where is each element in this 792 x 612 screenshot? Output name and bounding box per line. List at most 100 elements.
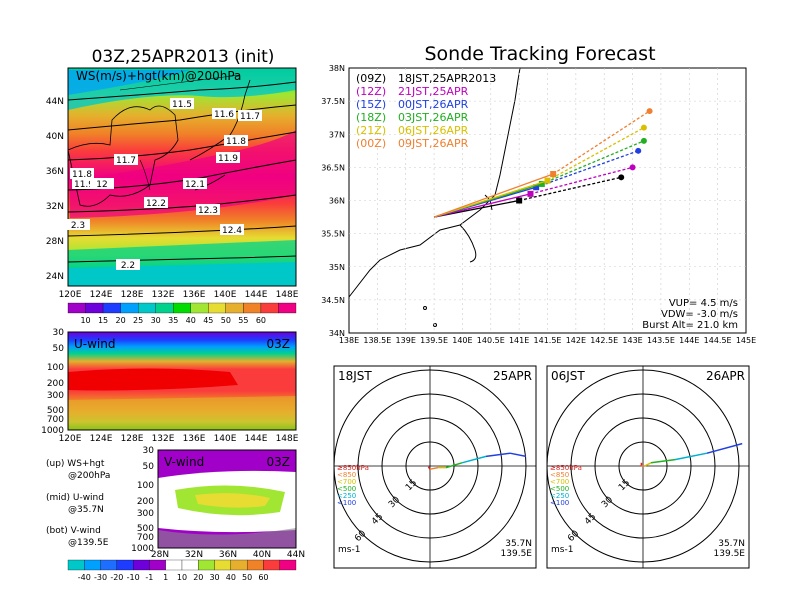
u-p-tick: 50 — [53, 344, 65, 354]
hodo-level: <100 — [337, 499, 356, 507]
legend-jst: 03JST,26APR — [398, 111, 469, 124]
v-cbar-label: -20 — [110, 573, 123, 582]
track-lat-tick: 35.5N — [321, 230, 345, 239]
track-lat-tick: 38N — [329, 64, 345, 73]
v-cbar-cell — [67, 559, 85, 571]
hgt-label: 12.3 — [198, 206, 218, 216]
legend-line: (mid) U-wind — [46, 493, 104, 503]
v-cbar-cell — [181, 559, 199, 571]
landing-marker — [646, 108, 653, 115]
v-lat-tick: 32N — [185, 550, 203, 560]
burst-marker — [550, 171, 557, 177]
lon-tick: 128E — [121, 290, 144, 300]
hodo-date: 25APR — [493, 369, 532, 383]
legend-zulu: (21Z) — [356, 124, 386, 137]
hgt-label: 12.2 — [146, 199, 166, 209]
track-lat-tick: 37N — [329, 130, 345, 139]
lon-tick: 120E — [59, 290, 82, 300]
legend-line: (bot) V-wind — [46, 526, 101, 536]
v-cbar-label: -10 — [127, 573, 140, 582]
lon-tick: 132E — [152, 290, 175, 300]
hodo-level: <500 — [550, 485, 569, 493]
track-lat-tick: 36N — [329, 197, 345, 206]
legend-zulu: (09Z) — [356, 72, 386, 85]
track-lon-tick: 140.5E — [477, 336, 505, 345]
track-lon-tick: 138E — [339, 336, 359, 345]
hgt-label-bg — [212, 108, 236, 119]
lon-tick: 136E — [183, 290, 206, 300]
burst-marker — [516, 197, 523, 204]
u-lon-tick: 144E — [245, 434, 268, 444]
ws-colorbar: 10 15 20 25 30 35 40 45 50 55 60 — [67, 302, 297, 325]
hodo-level: <850 — [550, 471, 569, 479]
ws-cbar-cell — [67, 302, 86, 314]
v-p-tick: 700 — [137, 533, 154, 543]
hodo-level: ≥850hPa — [550, 464, 582, 472]
ws-cbar-cell — [208, 302, 226, 314]
v-cbar-cell — [132, 559, 150, 571]
u-lon-tick: 128E — [121, 434, 144, 444]
hodo-segment — [427, 466, 431, 470]
track-lat-tick: 35N — [329, 263, 345, 272]
vwind-lat-ticks: 28N 32N 36N 40N 44N — [151, 550, 305, 560]
left-lat-ticks: 44N 40N 36N 32N 28N 24N — [46, 97, 64, 282]
track-param: Burst Alt= 21.0 km — [642, 320, 738, 331]
hodo-units: ms-1 — [338, 545, 360, 555]
hodo-time: 18JST — [338, 369, 372, 383]
hodo-segment — [674, 452, 708, 461]
ws-cbar-cell — [173, 302, 191, 314]
v-p-tick: 50 — [143, 462, 155, 472]
hgt-label-bg — [70, 168, 94, 179]
track-param: VDW= -3.0 m/s — [661, 309, 738, 320]
hodo-loc: 35.7N — [718, 539, 745, 549]
hgt-label: 12 — [96, 180, 107, 190]
hgt-label: 12.1 — [185, 180, 205, 190]
legend-zulu: (00Z) — [356, 137, 386, 150]
ws-cbar-cell — [243, 302, 262, 314]
hodo-segment — [429, 466, 439, 470]
track-lon-tick: 141.5E — [534, 336, 562, 345]
v-cbar-cell — [214, 559, 232, 571]
uwind-panel — [67, 331, 297, 431]
vwind-label: V-wind — [164, 455, 204, 469]
legend-line: (up) WS+hgt — [46, 459, 105, 469]
legend-zulu: (18Z) — [356, 111, 386, 124]
hgt-label: 11.8 — [226, 137, 246, 147]
v-p-tick: 500 — [137, 524, 154, 534]
hgt-label-bg — [216, 152, 240, 163]
hgt-label: 11.9 — [218, 154, 238, 164]
hodo-segment — [644, 462, 652, 467]
uwind-time: 03Z — [267, 337, 291, 351]
track-lon-tick: 139.5E — [420, 336, 448, 345]
v-p-tick: 1000 — [131, 544, 154, 554]
v-cbar-cell — [230, 559, 248, 571]
lat-tick: 24N — [46, 272, 64, 282]
hodo-loc: 139.5E — [714, 549, 746, 559]
hodo-level: ≥850hPa — [337, 464, 369, 472]
track-lon-tick: 144E — [679, 336, 699, 345]
v-cbar-label: 10 — [177, 573, 187, 582]
ws-cbar-label: 20 — [116, 316, 126, 325]
lat-tick: 32N — [46, 202, 64, 212]
v-cbar-cell — [84, 559, 101, 571]
track-lon-tick: 142.5E — [590, 336, 618, 345]
track-descent — [530, 166, 633, 195]
ws-cbar-label: 50 — [221, 316, 231, 325]
vwind-panel — [157, 449, 297, 549]
track-lon-tick: 143.5E — [647, 336, 675, 345]
hodo-level: <250 — [550, 492, 569, 500]
ws-cbar-cell — [190, 302, 209, 314]
v-cbar-cell — [198, 559, 215, 571]
landing-marker — [618, 174, 625, 181]
hodo-segment — [706, 442, 743, 454]
ws-cbar-cell — [120, 302, 139, 314]
landing-marker — [635, 147, 642, 154]
track-grid — [349, 68, 746, 333]
track-lat-tick: 34N — [329, 329, 345, 338]
hgt-label: 11.7 — [240, 112, 260, 122]
hgt-label: 12.4 — [222, 226, 242, 236]
v-cbar-cell — [246, 559, 264, 571]
left-lon-ticks: 120E 124E 128E 132E 136E 140E 144E 148E — [59, 290, 299, 300]
burst-marker — [533, 184, 540, 191]
